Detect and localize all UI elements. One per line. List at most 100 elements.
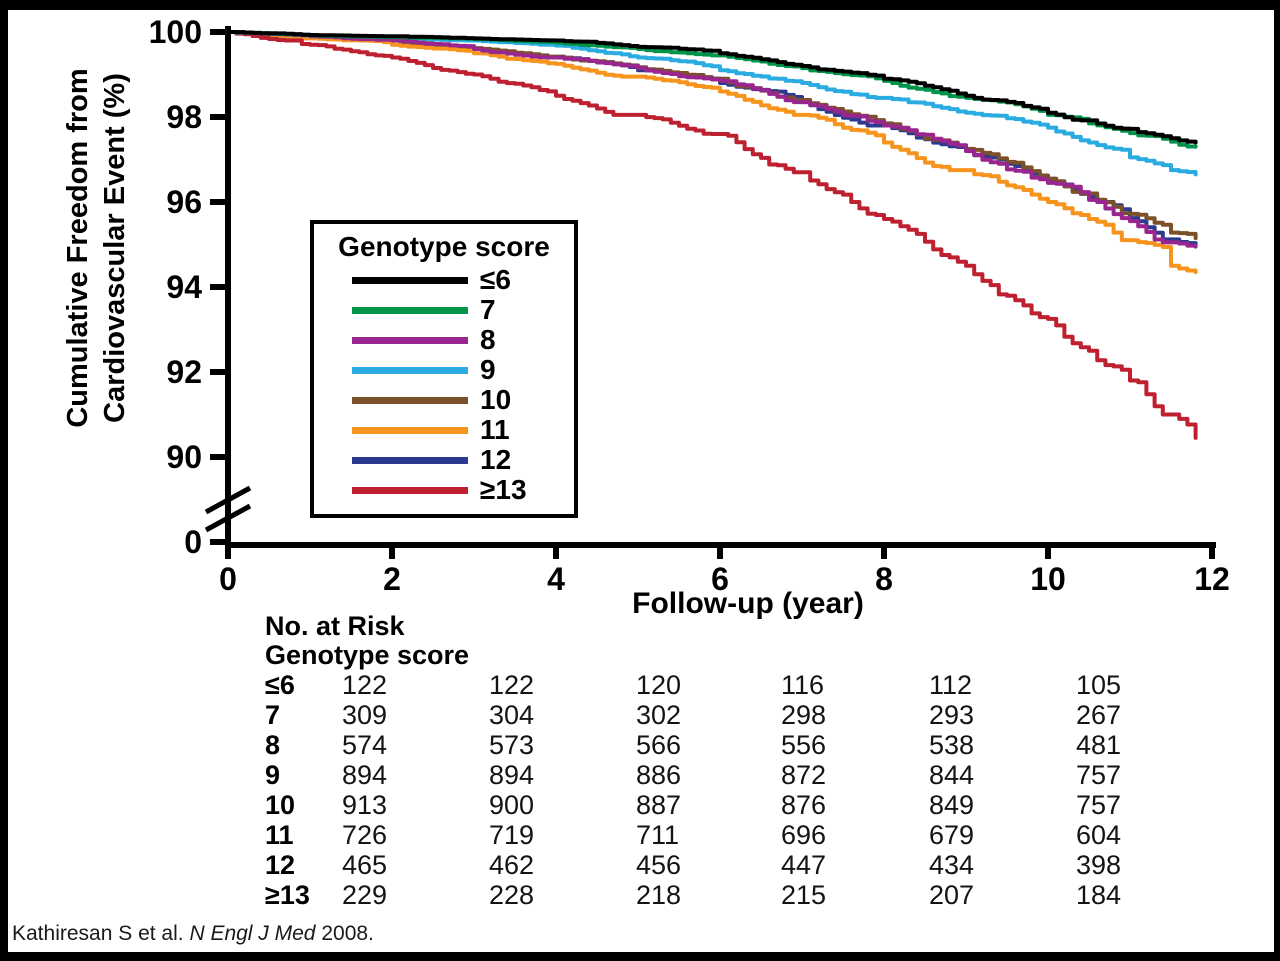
- risk-value: 566: [636, 730, 682, 760]
- risk-value: 434: [929, 850, 975, 880]
- risk-value: 696: [781, 820, 827, 850]
- y-axis-label: Cumulative Freedom from Cardiovascular E…: [60, 28, 156, 468]
- legend-swatch-7: [352, 306, 468, 314]
- risk-value: 726: [342, 820, 388, 850]
- x-tick-label: 12: [1194, 561, 1230, 597]
- risk-value: 757: [1076, 760, 1122, 790]
- figure-background: [8, 10, 1274, 952]
- risk-value: 604: [1076, 820, 1122, 850]
- risk-row-label: ≤6: [265, 670, 295, 700]
- risk-value: 184: [1076, 880, 1122, 910]
- legend-label: ≥13: [480, 474, 527, 505]
- legend-label: 7: [480, 294, 496, 325]
- legend-swatch-8: [352, 336, 468, 344]
- citation-journal: N Engl J Med: [189, 922, 316, 945]
- risk-table-subtitle: Genotype score: [265, 640, 470, 670]
- risk-value: 757: [1076, 790, 1122, 820]
- y-tick-label: 100: [149, 14, 202, 50]
- risk-value: 304: [489, 700, 535, 730]
- series-line-8: [226, 30, 1198, 249]
- legend-label: 12: [480, 444, 512, 475]
- risk-table: No. at Risk Genotype score ≤6 122 122 120 11…: [265, 611, 1223, 911]
- series-line-le-6: [226, 30, 1198, 145]
- risk-value: 122: [489, 670, 535, 700]
- risk-value: 573: [489, 730, 535, 760]
- risk-value: 481: [1076, 730, 1122, 760]
- risk-value: 844: [929, 760, 975, 790]
- x-tick-label: 6: [711, 561, 729, 597]
- risk-value: 465: [342, 850, 388, 880]
- series-line-11: [226, 30, 1198, 275]
- legend-title: Genotype score: [338, 231, 550, 262]
- risk-value: 447: [781, 850, 827, 880]
- risk-value: 228: [489, 880, 535, 910]
- risk-value: 267: [1076, 700, 1122, 730]
- legend-swatch-12: [352, 456, 468, 464]
- legend-item-ge-13: ≥13: [314, 475, 574, 505]
- y-axis-label-line1: Cumulative Freedom from: [62, 68, 94, 428]
- risk-row-label: 9: [265, 760, 281, 790]
- risk-row-label: 8: [265, 730, 281, 760]
- risk-value: 298: [781, 700, 827, 730]
- legend-label: ≤6: [480, 264, 511, 295]
- legend-item-10: 10: [314, 385, 574, 415]
- legend-swatch-le-6: [352, 276, 468, 284]
- legend-label: 10: [480, 384, 512, 415]
- legend-item-le-6: ≤6: [314, 265, 574, 295]
- risk-value: 886: [636, 760, 682, 790]
- legend-swatch-10: [352, 396, 468, 404]
- risk-value: 872: [781, 760, 827, 790]
- legend-item-7: 7: [314, 295, 574, 325]
- risk-value: 556: [781, 730, 827, 760]
- risk-row-label: 10: [265, 790, 296, 820]
- risk-value: 456: [636, 850, 682, 880]
- risk-value: 462: [489, 850, 535, 880]
- citation-authors: Kathiresan S et al.: [12, 922, 190, 945]
- risk-value: 538: [929, 730, 975, 760]
- risk-value: 913: [342, 790, 388, 820]
- risk-value: 309: [342, 700, 388, 730]
- y-tick-label: 92: [166, 354, 202, 390]
- risk-value: 876: [781, 790, 827, 820]
- risk-value: 711: [636, 820, 680, 850]
- risk-row-label: 11: [265, 820, 294, 850]
- risk-value: 894: [489, 760, 535, 790]
- risk-value: 105: [1076, 670, 1122, 700]
- risk-value: 302: [636, 700, 682, 730]
- citation: Kathiresan S et al. N Engl J Med 2008.: [12, 922, 374, 946]
- citation-year: 2008.: [315, 922, 374, 945]
- risk-row-label: 12: [265, 850, 296, 880]
- legend-item-8: 8: [314, 325, 574, 355]
- x-tick-label: 0: [219, 561, 237, 597]
- x-tick-label: 4: [547, 561, 565, 597]
- risk-value: 215: [781, 880, 827, 910]
- legend-item-12: 12: [314, 445, 574, 475]
- legend-label: 11: [480, 414, 510, 445]
- risk-value: 112: [929, 670, 973, 700]
- risk-value: 849: [929, 790, 975, 820]
- axis-break-slash: [204, 485, 252, 515]
- risk-value: 887: [636, 790, 682, 820]
- risk-value: 120: [636, 670, 682, 700]
- risk-value: 122: [342, 670, 388, 700]
- legend-item-9: 9: [314, 355, 574, 385]
- y-tick-label: 98: [166, 99, 202, 135]
- y-tick-label: 90: [166, 439, 202, 475]
- risk-row-label: ≥13: [265, 880, 310, 910]
- y-tick-label: 94: [166, 269, 202, 305]
- risk-value: 293: [929, 700, 975, 730]
- legend-label: 8: [480, 324, 496, 355]
- risk-table-title: No. at Risk: [265, 611, 405, 641]
- x-tick-label: 10: [1030, 561, 1066, 597]
- y-tick-label: 96: [166, 184, 202, 220]
- series-line-ge-13: [226, 30, 1198, 440]
- risk-value: 229: [342, 880, 388, 910]
- x-tick-label: 2: [383, 561, 401, 597]
- axis-break-slash: [204, 503, 252, 533]
- legend-swatch-11: [352, 426, 468, 434]
- y-axis-label-text: Cumulative Freedom from Cardiovascular E…: [60, 18, 156, 478]
- risk-value: 218: [636, 880, 682, 910]
- legend-swatch-ge-13: [352, 486, 468, 494]
- risk-value: 719: [489, 820, 535, 850]
